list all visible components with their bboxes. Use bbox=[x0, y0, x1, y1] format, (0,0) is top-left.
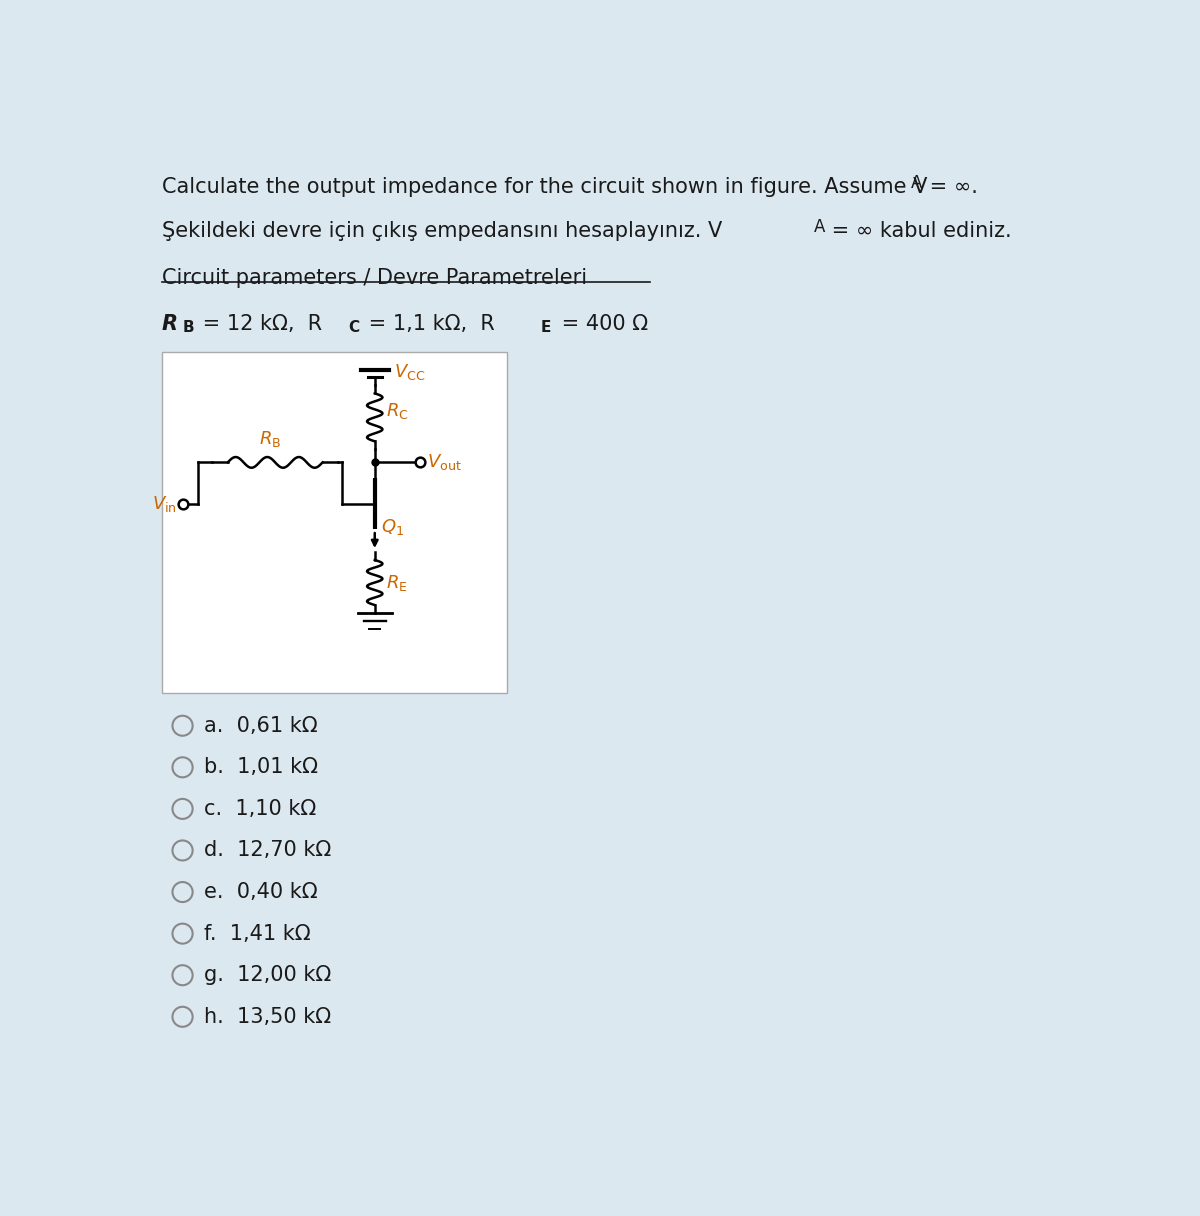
Text: $R_{\mathrm{E}}$: $R_{\mathrm{E}}$ bbox=[386, 573, 408, 592]
Text: = ∞ kabul ediniz.: = ∞ kabul ediniz. bbox=[826, 221, 1012, 242]
Text: f.  1,41 kΩ: f. 1,41 kΩ bbox=[204, 924, 311, 944]
Text: = 12 kΩ,  R: = 12 kΩ, R bbox=[197, 314, 323, 333]
Text: d.  12,70 kΩ: d. 12,70 kΩ bbox=[204, 840, 331, 861]
Text: = 1,1 kΩ,  R: = 1,1 kΩ, R bbox=[362, 314, 496, 333]
Text: a.  0,61 kΩ: a. 0,61 kΩ bbox=[204, 716, 318, 736]
Text: R: R bbox=[162, 314, 178, 333]
Text: A: A bbox=[911, 174, 923, 192]
Text: e.  0,40 kΩ: e. 0,40 kΩ bbox=[204, 882, 318, 902]
Text: = ∞.: = ∞. bbox=[923, 178, 978, 197]
Text: $R_{\mathrm{B}}$: $R_{\mathrm{B}}$ bbox=[259, 429, 281, 449]
Text: E: E bbox=[541, 320, 551, 334]
Text: C: C bbox=[348, 320, 360, 334]
Text: B: B bbox=[182, 320, 194, 334]
Text: Şekildeki devre için çıkış empedansını hesaplayınız. V: Şekildeki devre için çıkış empedansını h… bbox=[162, 221, 722, 242]
Text: $R_{\mathrm{C}}$: $R_{\mathrm{C}}$ bbox=[386, 401, 409, 421]
Text: h.  13,50 kΩ: h. 13,50 kΩ bbox=[204, 1007, 331, 1026]
FancyBboxPatch shape bbox=[162, 353, 506, 693]
Text: A: A bbox=[814, 219, 824, 236]
Text: $V_{\mathrm{out}}$: $V_{\mathrm{out}}$ bbox=[427, 452, 462, 472]
Text: = 400 Ω: = 400 Ω bbox=[554, 314, 648, 333]
Text: Circuit parameters / Devre Parametreleri: Circuit parameters / Devre Parametreleri bbox=[162, 268, 587, 287]
Text: $Q_1$: $Q_1$ bbox=[380, 518, 404, 537]
Text: b.  1,01 kΩ: b. 1,01 kΩ bbox=[204, 758, 318, 777]
Text: g.  12,00 kΩ: g. 12,00 kΩ bbox=[204, 966, 331, 985]
Text: Calculate the output impedance for the circuit shown in figure. Assume V: Calculate the output impedance for the c… bbox=[162, 178, 928, 197]
Text: $V_{\mathrm{in}}$: $V_{\mathrm{in}}$ bbox=[151, 494, 176, 513]
Text: c.  1,10 kΩ: c. 1,10 kΩ bbox=[204, 799, 317, 818]
Text: $V_{\mathrm{CC}}$: $V_{\mathrm{CC}}$ bbox=[394, 361, 426, 382]
